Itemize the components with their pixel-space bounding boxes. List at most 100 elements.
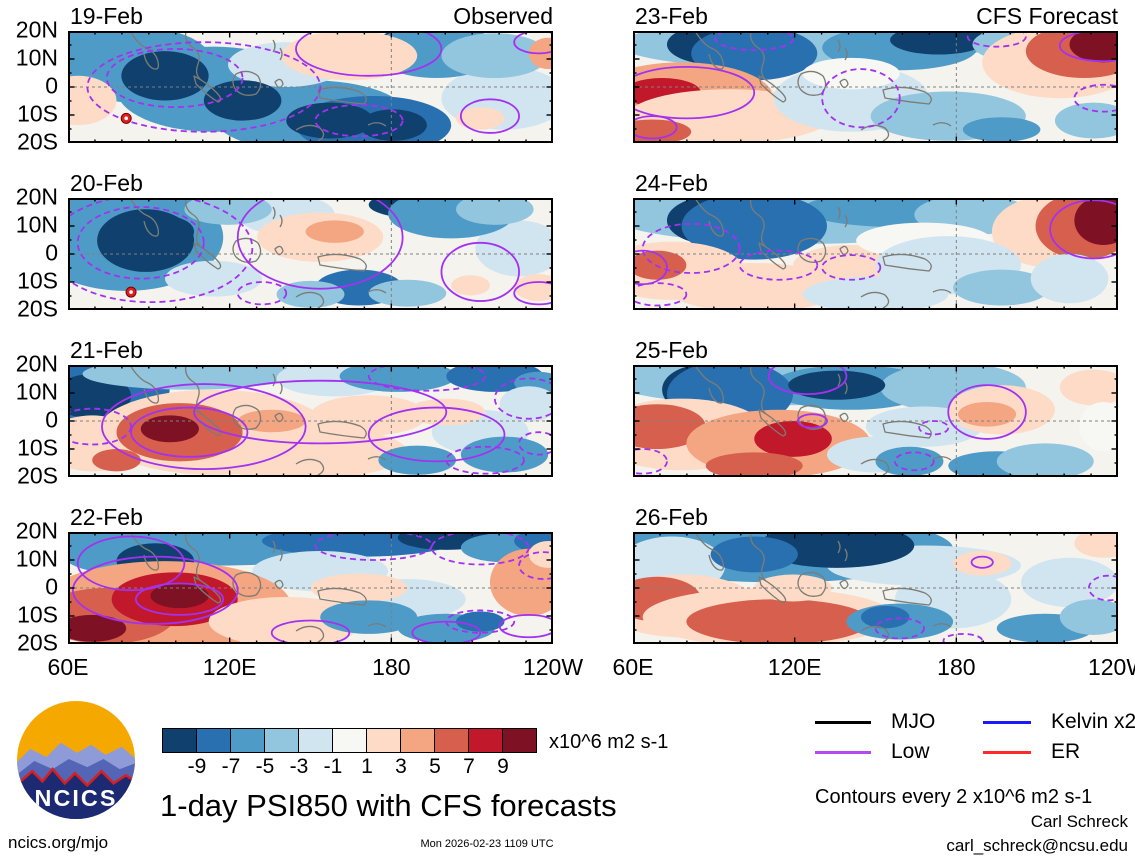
- y-tick-label: 20S: [17, 629, 58, 656]
- low-contour: [633, 65, 756, 120]
- low-contour: [86, 41, 322, 133]
- y-tick-label: 10S: [17, 434, 58, 461]
- low-contour: [135, 582, 225, 616]
- coastline: [860, 456, 952, 476]
- y-tick-label: 10N: [15, 44, 58, 71]
- y-tick-label: 10N: [15, 211, 58, 238]
- mjo-line-swatch: [815, 720, 871, 724]
- credit-name: Carl Schreck: [1030, 812, 1128, 831]
- anomaly-map: [633, 532, 1118, 644]
- coastline: [837, 39, 848, 61]
- low-contour: [947, 384, 1027, 440]
- coastline: [193, 409, 222, 437]
- x-tick-label: 180: [937, 654, 976, 680]
- y-tick-label: 20N: [15, 350, 58, 377]
- map-panel: 19-Feb Observed 20N 10N 0 10S 20S: [16, 4, 553, 154]
- coastline: [317, 587, 367, 606]
- coastline: [232, 70, 262, 96]
- x-tick-label: 120W: [522, 654, 584, 680]
- coastline: [295, 456, 387, 476]
- anomaly-map: [68, 198, 553, 310]
- low-contour: [459, 98, 520, 134]
- legend-label: Kelvin x2: [1051, 710, 1135, 733]
- low-contour: [821, 68, 901, 129]
- low-contour: [633, 282, 688, 307]
- panel-date-label: 23-Feb: [635, 3, 708, 29]
- low-contour: [641, 222, 741, 274]
- coastline: [758, 75, 787, 103]
- low-line-swatch: [815, 750, 871, 754]
- logo-ridge-line: [17, 767, 135, 788]
- low-contour: [513, 31, 553, 55]
- timestamp: Mon 2026-02-23 1109 UTC: [420, 838, 554, 850]
- low-contour: [236, 198, 404, 290]
- colorbar-swatch: [264, 728, 299, 753]
- coastline: [272, 39, 283, 61]
- anomaly-map: [633, 31, 1118, 143]
- y-tick-label: 20S: [17, 128, 58, 155]
- coastline: [274, 78, 284, 89]
- coastline: [129, 198, 160, 237]
- map-panel: 25-Feb: [633, 338, 1118, 477]
- map-panel: 21-Feb 20N 10N 0 10S 20S: [16, 338, 553, 488]
- coastline: [882, 420, 932, 439]
- low-contour: [518, 551, 553, 580]
- logo-mountain-near: [17, 769, 135, 819]
- colorbar: [162, 728, 537, 753]
- anomaly-map: [68, 532, 553, 644]
- y-tick-label: 10S: [17, 267, 58, 294]
- kelvin-line-swatch: [983, 720, 1031, 724]
- low-contour: [295, 31, 443, 77]
- low-contour: [71, 555, 239, 625]
- low-contour: [440, 241, 520, 302]
- cyclone-icon: [120, 112, 132, 124]
- coastline: [295, 289, 387, 309]
- y-tick-label: 0: [45, 239, 58, 266]
- low-contour: [193, 379, 448, 445]
- y-tick-label: 10S: [17, 601, 58, 628]
- coastline: [694, 365, 725, 404]
- legend-item-low: Low: [815, 740, 930, 764]
- x-tick-label: 120E: [767, 654, 822, 680]
- colorbar-swatch: [196, 728, 231, 753]
- er-line-swatch: [983, 750, 1031, 754]
- low-contour: [101, 383, 307, 471]
- legend-item-mjo: MJO: [815, 710, 935, 734]
- low-contour: [68, 407, 132, 446]
- map-panel: 26-Feb 60E 120E 180 120W: [613, 505, 1135, 680]
- x-tick-label: 60E: [47, 654, 89, 680]
- coastline: [797, 70, 827, 96]
- y-tick-label: 0: [45, 406, 58, 433]
- panel-date-label: 22-Feb: [70, 504, 143, 530]
- colorbar-tick-label: -5: [255, 755, 275, 778]
- coastline: [274, 579, 284, 590]
- coastline: [317, 253, 367, 272]
- coastline: [882, 86, 932, 105]
- low-contour: [236, 281, 288, 306]
- coastline: [274, 245, 284, 256]
- low-contour: [314, 104, 404, 138]
- colorbar-tick-label: -1: [323, 755, 343, 778]
- legend-item-er: ER: [983, 740, 1080, 764]
- low-contour: [493, 377, 553, 420]
- panel-corner-label: Observed: [453, 3, 553, 29]
- low-contour: [966, 31, 1027, 48]
- coastline: [232, 237, 262, 263]
- y-tick-label: 20S: [17, 462, 58, 489]
- colorbar-tick-label: -7: [221, 755, 241, 778]
- anomaly-map: [633, 198, 1118, 310]
- coastline: [694, 31, 725, 70]
- coastline: [860, 122, 952, 142]
- coastline: [274, 412, 284, 423]
- coastline: [749, 365, 767, 415]
- low-contour: [498, 613, 553, 639]
- coastline: [694, 198, 725, 237]
- coastline: [860, 623, 952, 643]
- coastline: [860, 289, 952, 309]
- coastline: [129, 365, 160, 404]
- low-contour: [518, 431, 553, 456]
- ncics-logo: NCICS: [17, 701, 135, 819]
- coastline: [272, 206, 283, 228]
- low-contour: [918, 420, 950, 436]
- map-panel: 24-Feb: [633, 171, 1118, 310]
